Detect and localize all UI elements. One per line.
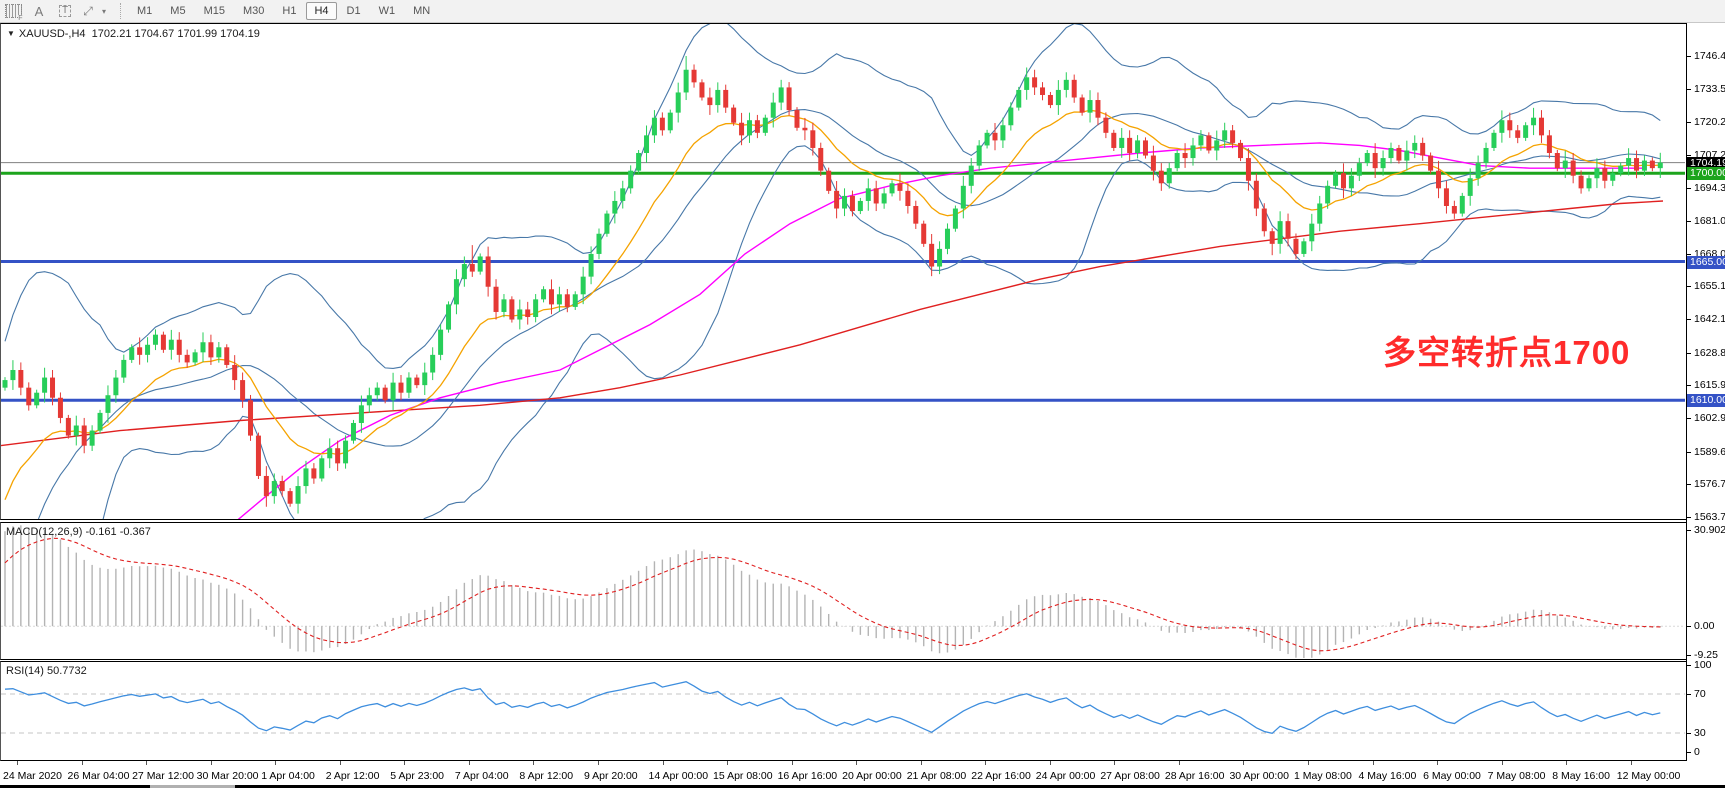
current-price-badge: 1704.19 [1687,156,1725,170]
price-tick: 1589.65 [1687,446,1725,458]
rsi-axis-tick: 0 [1687,746,1725,758]
time-axis-label: 8 Apr 12:00 [519,761,573,782]
price-tick: 1563.75 [1687,511,1725,523]
ohlc-low: 1701.99 [177,28,218,40]
timeframe-button-group: M1 M5 M15 M30 H1 H4 D1 W1 MN [128,2,439,20]
time-axis-label: 22 Apr 16:00 [971,761,1031,782]
time-axis-label: 9 Apr 20:00 [584,761,638,782]
window-bottom-edge [0,785,1725,788]
rsi-label: RSI(14) 50.7732 [6,665,87,677]
price-tick: 1720.20 [1687,116,1725,128]
price-tick: 1733.50 [1687,83,1725,95]
time-axis-label: 30 Apr 00:00 [1229,761,1289,782]
toolbar-separator [120,3,122,19]
chart-shift-grid-icon[interactable]: F [0,1,26,22]
timeframe-button-m5[interactable]: M5 [170,5,186,17]
time-axis-label: 27 Apr 08:00 [1100,761,1160,782]
price-tick: 1694.30 [1687,182,1725,194]
indicators-arrows-icon[interactable]: ⤢ [83,3,93,18]
time-axis-label: 5 Apr 23:00 [390,761,444,782]
macd-axis-tick: -9.25 [1687,649,1725,661]
timeframe-button-w1[interactable]: W1 [378,5,396,17]
price-tick: 1655.10 [1687,280,1725,292]
ohlc-close: 1704.19 [220,28,260,40]
dropdown-caret-icon[interactable]: ▾ [101,6,106,16]
time-axis-label: 16 Apr 16:00 [778,761,837,782]
time-axis-label: 26 Mar 04:00 [68,761,129,782]
time-axis-label: 1 May 08:00 [1294,761,1352,782]
blue-level-badge-lower: 1610.00 [1687,394,1725,408]
chart-title: ▼ XAUUSD-,H4 1702.21 1704.67 1701.99 1704… [7,28,260,40]
symbol-name: XAUUSD-,H4 [18,28,86,40]
timeframe-button-m1[interactable]: M1 [137,5,153,17]
timeframe-button-m15[interactable]: M15 [203,5,225,17]
timeframe-button-h4[interactable]: H4 [306,2,337,20]
main-chart-panel[interactable] [0,23,1687,520]
time-axis-label: 14 Apr 00:00 [649,761,708,782]
time-axis-label: 20 Apr 00:00 [842,761,902,782]
time-axis-label: 7 May 08:00 [1488,761,1545,782]
macd-indicator-panel[interactable] [0,522,1687,660]
price-tick: 1576.70 [1687,478,1725,490]
top-toolbar: F A T ⤢ ▾ M1 M5 M15 M30 H1 H4 D1 W1 MN [0,0,1725,23]
time-axis[interactable]: 24 Mar 2020 26 Mar 04:00 27 Mar 12:00 30 Ma… [0,761,1686,785]
macd-axis-tick: 0.00 [1687,620,1725,632]
macd-label: MACD(12,26,9) -0.161 -0.367 [6,526,151,538]
price-axis[interactable]: 1746.451733.501720.201707.251694.301681.… [1686,23,1725,760]
text-label-icon[interactable]: T [52,1,78,21]
time-axis-label: 6 May 00:00 [1423,761,1481,782]
time-axis-label: 12 May 00:00 [1617,761,1680,782]
time-axis-label: 8 May 16:00 [1552,761,1610,782]
chart-annotation-text: 多空转折点1700 [1383,334,1631,371]
price-tick: 1746.45 [1687,50,1725,62]
symbol-dropdown-icon[interactable]: ▼ [7,29,15,38]
timeframe-button-m30[interactable]: M30 [242,5,265,17]
cursor-mode-icon[interactable]: A [34,3,44,19]
time-axis-label: 24 Mar 2020 [3,761,62,782]
ohlc-high: 1704.67 [134,28,175,40]
rsi-axis-tick: 70 [1687,688,1725,700]
time-axis-label: 21 Apr 08:00 [907,761,966,782]
timeframe-button-d1[interactable]: D1 [346,5,361,17]
rsi-indicator-panel[interactable] [0,661,1687,761]
ohlc-open: 1702.21 [91,28,132,40]
time-axis-label: 2 Apr 12:00 [326,761,379,782]
time-axis-label: 30 Mar 20:00 [197,761,259,782]
time-axis-label: 27 Mar 12:00 [132,761,194,782]
time-axis-label: 7 Apr 04:00 [455,761,509,782]
rsi-axis-tick: 30 [1687,727,1725,739]
price-tick: 1615.90 [1687,379,1725,391]
time-axis-label: 4 May 16:00 [1359,761,1416,782]
blue-level-badge-upper: 1665.00 [1687,255,1725,269]
time-axis-label: 24 Apr 00:00 [1036,761,1095,782]
rsi-axis-tick: 100 [1687,659,1725,671]
time-axis-label: 28 Apr 16:00 [1165,761,1224,782]
price-tick: 1602.95 [1687,412,1725,424]
timeframe-button-mn[interactable]: MN [413,5,431,17]
bottom-edge-segment [0,785,150,788]
timeframe-button-h1[interactable]: H1 [282,5,297,17]
time-axis-label: 1 Apr 04:00 [261,761,315,782]
price-tick: 1642.15 [1687,313,1725,325]
price-tick: 1628.85 [1687,347,1725,359]
macd-axis-tick: 30.902 [1687,524,1725,536]
time-axis-label: 15 Apr 08:00 [713,761,773,782]
bottom-edge-segment [235,785,1725,788]
bottom-edge-segment [150,785,235,788]
price-tick: 1681.00 [1687,215,1725,227]
green-level-badge: 1700.00 [1687,167,1725,181]
